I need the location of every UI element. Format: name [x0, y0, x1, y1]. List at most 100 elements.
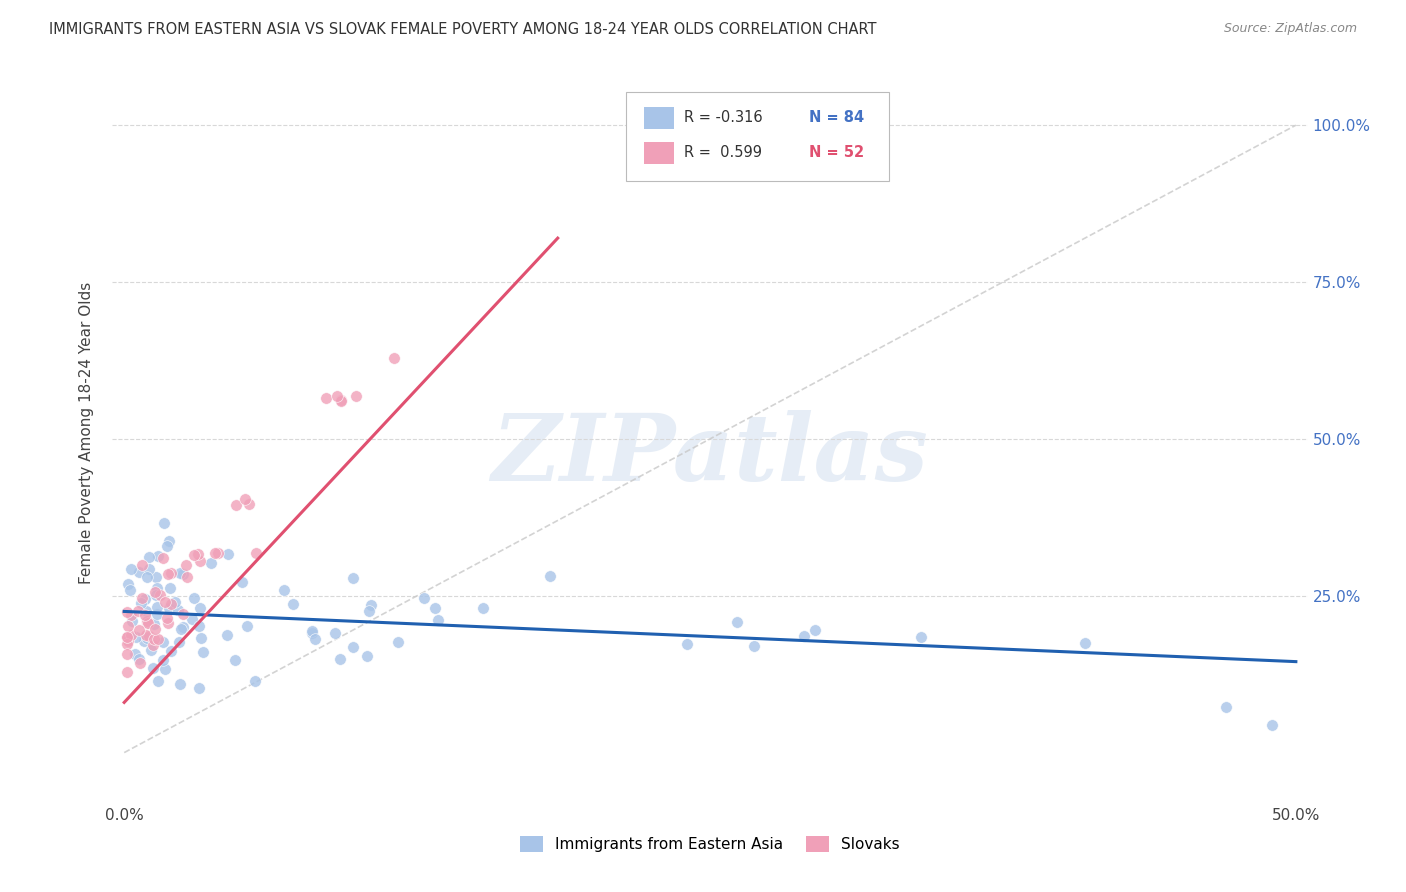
Point	[169, 566, 191, 581]
Point	[172, 567, 194, 582]
Point	[145, 570, 167, 584]
Point	[742, 639, 765, 653]
Point	[128, 656, 150, 670]
Point	[115, 665, 138, 679]
FancyBboxPatch shape	[644, 107, 675, 129]
Point	[145, 607, 167, 621]
Point	[143, 632, 166, 647]
Point	[145, 599, 167, 614]
Point	[136, 616, 159, 631]
Point	[153, 516, 176, 531]
Point	[134, 607, 156, 622]
Point	[183, 548, 205, 562]
Point	[188, 619, 211, 633]
Point	[793, 629, 815, 643]
Point	[120, 562, 142, 576]
Point	[472, 600, 495, 615]
Point	[127, 604, 149, 618]
Point	[382, 351, 405, 366]
Point	[138, 629, 160, 643]
Point	[143, 585, 166, 599]
Point	[142, 616, 165, 631]
Y-axis label: Female Poverty Among 18-24 Year Olds: Female Poverty Among 18-24 Year Olds	[79, 282, 94, 583]
Point	[387, 635, 409, 649]
Point	[224, 653, 246, 667]
Point	[167, 635, 190, 649]
Point	[131, 591, 153, 605]
Point	[131, 558, 153, 573]
Point	[236, 619, 259, 633]
Point	[153, 662, 176, 676]
Text: R =  0.599: R = 0.599	[683, 145, 762, 161]
Point	[301, 624, 323, 638]
Point	[326, 389, 349, 403]
FancyBboxPatch shape	[627, 92, 890, 181]
Point	[156, 611, 179, 625]
Point	[115, 637, 138, 651]
Point	[187, 681, 209, 695]
Point	[170, 622, 193, 636]
Point	[117, 576, 139, 591]
Point	[143, 622, 166, 636]
Point	[190, 632, 212, 646]
Point	[174, 558, 197, 573]
Point	[169, 676, 191, 690]
Point	[120, 608, 142, 623]
Point	[325, 625, 347, 640]
Point	[675, 637, 697, 651]
Point	[1261, 718, 1284, 732]
Point	[176, 570, 198, 584]
Point	[427, 614, 450, 628]
Point	[157, 616, 180, 631]
Text: N = 52: N = 52	[810, 145, 865, 161]
FancyBboxPatch shape	[644, 142, 675, 164]
Point	[146, 581, 169, 595]
Point	[304, 632, 326, 646]
Point	[152, 653, 174, 667]
Point	[315, 391, 337, 405]
Point	[180, 612, 202, 626]
Point	[301, 626, 323, 640]
Point	[125, 630, 148, 644]
Point	[128, 652, 150, 666]
Point	[160, 644, 183, 658]
Point	[157, 534, 180, 549]
Point	[413, 591, 436, 605]
Point	[423, 601, 446, 615]
Point	[186, 547, 208, 561]
Point	[129, 595, 152, 609]
Point	[146, 674, 169, 689]
Point	[139, 643, 162, 657]
Point	[172, 607, 194, 621]
Point	[142, 661, 165, 675]
Point	[217, 547, 239, 561]
Point	[160, 598, 183, 612]
Legend: Immigrants from Eastern Asia, Slovaks: Immigrants from Eastern Asia, Slovaks	[515, 830, 905, 858]
Point	[538, 569, 561, 583]
Point	[159, 566, 181, 580]
Point	[121, 614, 143, 628]
Point	[136, 570, 159, 584]
Point	[128, 565, 150, 579]
Text: Source: ZipAtlas.com: Source: ZipAtlas.com	[1223, 22, 1357, 36]
Point	[238, 497, 260, 511]
Point	[136, 616, 159, 631]
Point	[118, 582, 141, 597]
Point	[138, 562, 160, 576]
Point	[159, 581, 181, 595]
Point	[235, 491, 257, 506]
Point	[115, 630, 138, 644]
Point	[245, 674, 267, 689]
Point	[225, 499, 247, 513]
Point	[330, 393, 353, 408]
Point	[134, 592, 156, 607]
Point	[342, 570, 364, 584]
Point	[231, 574, 253, 589]
Point	[357, 604, 380, 618]
Point	[283, 597, 305, 611]
Point	[135, 631, 157, 645]
Point	[142, 638, 165, 652]
Point	[115, 606, 138, 620]
Point	[135, 614, 157, 628]
Point	[152, 635, 174, 649]
